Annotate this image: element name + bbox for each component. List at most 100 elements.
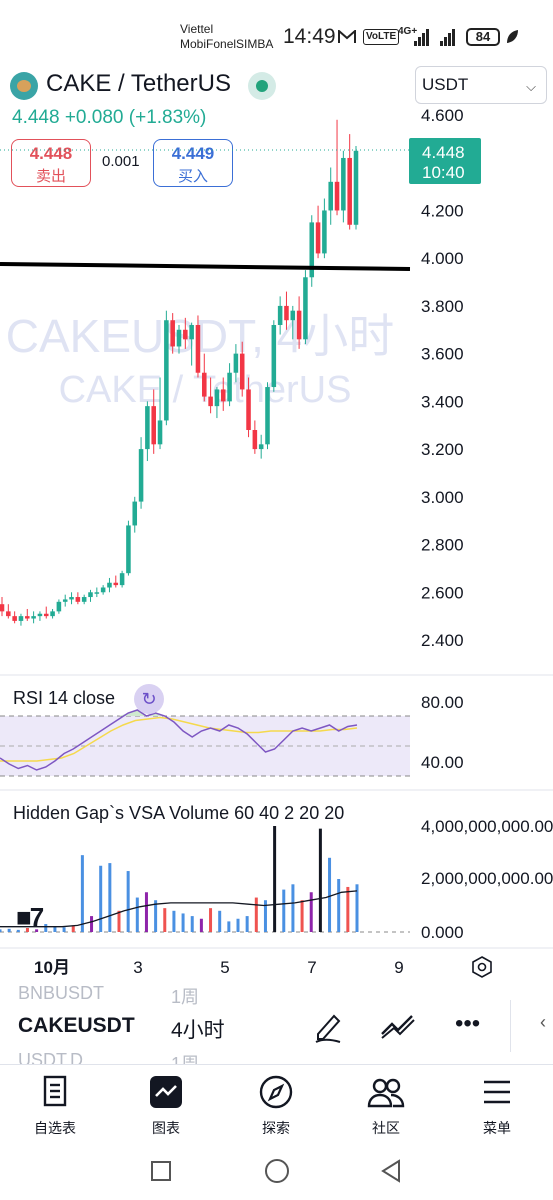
volume-indicator-label[interactable]: Hidden Gap`s VSA Volume 60 40 2 20 20 bbox=[13, 803, 345, 823]
chart-icon bbox=[150, 1076, 182, 1108]
volume-bar bbox=[227, 921, 231, 932]
price-axis[interactable]: 4.6004.4004.2004.0003.8003.6003.4003.200… bbox=[421, 106, 464, 650]
line-tool-icon[interactable] bbox=[380, 1012, 416, 1040]
currency-select[interactable]: USDT ⌵ bbox=[415, 66, 547, 104]
nav-label-watchlist: 自选表 bbox=[34, 1120, 76, 1136]
nav-item-menu[interactable]: 菜单 bbox=[452, 1075, 542, 1138]
volume-bar bbox=[0, 929, 2, 932]
volume-bar bbox=[126, 871, 130, 932]
nav-label-community: 社区 bbox=[372, 1120, 400, 1136]
price-tick-label: 3.000 bbox=[421, 488, 464, 507]
candle-body bbox=[6, 611, 11, 617]
cake-logo-icon bbox=[10, 72, 38, 100]
candle-body bbox=[296, 310, 302, 340]
symbol-selector[interactable]: CAKEUSDT bbox=[18, 1014, 135, 1037]
candle-body bbox=[12, 616, 17, 621]
buy-label: 买入 bbox=[177, 168, 208, 185]
clock: 14:49 bbox=[283, 25, 336, 48]
buy-button[interactable]: 4.449 买入 bbox=[153, 139, 233, 187]
candle-body bbox=[189, 325, 194, 340]
volume-bar bbox=[245, 916, 249, 932]
volume-bar bbox=[209, 908, 213, 932]
candle-body bbox=[56, 601, 62, 612]
rsi-ma-line bbox=[0, 716, 358, 762]
price-tick-label: 3.200 bbox=[421, 440, 464, 459]
volume-bar bbox=[117, 910, 121, 932]
volume-bar bbox=[108, 863, 112, 932]
rsi-line bbox=[0, 709, 358, 771]
volume-bar bbox=[35, 929, 39, 932]
home-icon[interactable] bbox=[264, 1158, 290, 1184]
candle-body bbox=[284, 305, 289, 321]
nav-item-chart[interactable]: 图表 bbox=[121, 1075, 211, 1138]
volume-bar bbox=[16, 929, 20, 932]
candle-body bbox=[170, 320, 175, 347]
candle-body bbox=[322, 210, 327, 254]
symbol-title[interactable]: CAKE / TetherUS bbox=[46, 70, 231, 97]
volume-bar bbox=[90, 916, 94, 932]
more-options-icon[interactable]: ••• bbox=[455, 1010, 481, 1037]
candle-body bbox=[113, 582, 119, 586]
rsi-label[interactable]: RSI 14 close bbox=[13, 688, 116, 708]
price-tick-label: 2.400 bbox=[421, 631, 464, 650]
refresh-icon[interactable]: ↻ bbox=[134, 684, 164, 714]
volume-bar bbox=[71, 925, 75, 932]
sell-price: 4.448 bbox=[29, 144, 73, 163]
horizontal-line-drawing[interactable] bbox=[0, 262, 411, 271]
system-nav bbox=[0, 1146, 553, 1200]
prev-timeframe: 1周 bbox=[171, 987, 200, 1007]
candle-body bbox=[309, 222, 315, 278]
sell-button[interactable]: 4.448 卖出 bbox=[11, 139, 91, 187]
candle-body bbox=[75, 597, 81, 602]
bottom-nav: 自选表 图表 探索 社区 菜单 bbox=[0, 1064, 553, 1146]
volume-ma-line bbox=[0, 890, 358, 928]
time-tick-7: 7 bbox=[307, 958, 316, 977]
candle-body bbox=[107, 582, 112, 588]
rsi-tick-40: 40.00 bbox=[421, 753, 464, 772]
volume-bar bbox=[135, 897, 139, 932]
candle-body bbox=[341, 157, 346, 211]
back-icon[interactable] bbox=[380, 1159, 402, 1183]
timeframe-selector[interactable]: 4小时 bbox=[171, 1019, 225, 1042]
candle-body bbox=[328, 181, 333, 211]
price-tick-label: 3.400 bbox=[421, 392, 464, 411]
mail-icon bbox=[338, 30, 356, 43]
volume-bar bbox=[309, 892, 313, 932]
signal-icon bbox=[414, 29, 429, 46]
nav-item-explore[interactable]: 探索 bbox=[231, 1075, 321, 1138]
pencil-icon[interactable] bbox=[314, 1010, 344, 1044]
price-tick-label: 4.200 bbox=[421, 201, 464, 220]
currency-value: USDT bbox=[422, 75, 469, 94]
price-chart[interactable]: CAKEUSDT, 4小时 CAKE / TetherUS 4.6004.400… bbox=[0, 100, 553, 980]
price-change-pct: (+1.83%) bbox=[128, 107, 207, 128]
status-bar: Viettel MobiFonelSIMBA 14:49 VoLTE 4G+ 8… bbox=[0, 0, 553, 58]
volume-bar bbox=[144, 892, 148, 932]
volume-bar bbox=[291, 884, 295, 932]
carrier-1: Viettel bbox=[180, 22, 214, 36]
settings-gear-icon[interactable] bbox=[472, 956, 492, 978]
volume-bar bbox=[7, 928, 11, 932]
price-tag-value: 4.448 bbox=[422, 143, 465, 162]
volume-bar bbox=[282, 889, 286, 932]
chevron-left-icon[interactable]: ‹ bbox=[540, 1012, 546, 1032]
candle-body bbox=[214, 389, 220, 407]
recents-icon[interactable] bbox=[150, 1160, 172, 1182]
battery-indicator: 84 bbox=[466, 28, 500, 46]
nav-item-watchlist[interactable]: 自选表 bbox=[10, 1075, 100, 1138]
volume-bar bbox=[199, 918, 203, 932]
volume-bar bbox=[263, 900, 267, 932]
price-tick-label: 3.800 bbox=[421, 297, 464, 316]
candle-body bbox=[176, 329, 182, 347]
volume-bar bbox=[328, 857, 332, 932]
candle-body bbox=[277, 305, 283, 325]
nav-label-chart: 图表 bbox=[152, 1120, 180, 1136]
price-tick-label: 2.800 bbox=[421, 536, 464, 555]
candle-body bbox=[0, 604, 5, 612]
candle-body bbox=[62, 599, 68, 602]
candle-body bbox=[290, 310, 296, 321]
candle-body bbox=[334, 181, 340, 211]
chevron-down-icon: ⌵ bbox=[526, 79, 536, 94]
volume-bar bbox=[337, 879, 341, 932]
volume-bar bbox=[163, 908, 167, 932]
nav-item-community[interactable]: 社区 bbox=[341, 1075, 431, 1138]
